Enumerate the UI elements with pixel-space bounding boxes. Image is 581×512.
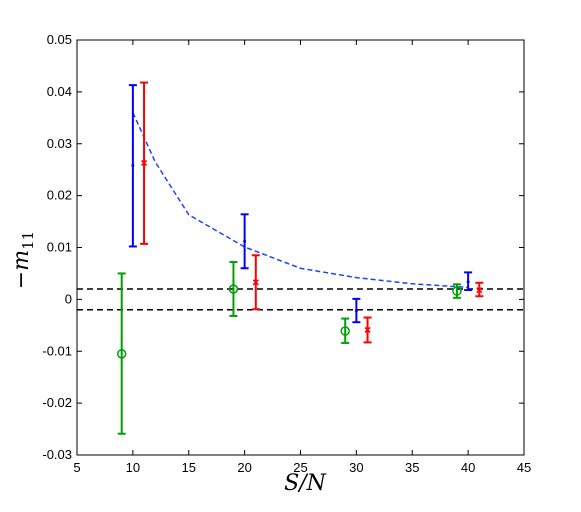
data-point <box>452 283 462 299</box>
data-point <box>464 271 473 292</box>
y-tick-label: -0.01 <box>42 343 72 358</box>
y-tick-label: 0.02 <box>47 188 72 203</box>
axes: 5 10 15 20 25 30 35 40 45 -0.03 -0.02 -0.01 0 0.01 0.0… <box>42 32 531 475</box>
x-tick-label: 45 <box>517 460 531 475</box>
data-point <box>116 272 127 435</box>
marker-dot <box>354 309 358 313</box>
y-tick-label: -0.02 <box>42 395 72 410</box>
y-tick-label: 0.01 <box>47 240 72 255</box>
marker-dot <box>243 239 247 243</box>
x-tick-label: 25 <box>293 460 307 475</box>
marker-circle <box>116 349 127 359</box>
data-point <box>228 261 239 317</box>
marker-x <box>252 279 259 286</box>
marker-circle <box>228 284 239 294</box>
marker-dot <box>466 280 470 284</box>
data-point <box>340 317 350 344</box>
x-tick-label: 35 <box>405 460 419 475</box>
marker-x <box>476 286 483 294</box>
marker-circle <box>340 326 350 336</box>
x-tick-label: 30 <box>349 460 363 475</box>
data-point <box>240 213 249 270</box>
y-tick-label: -0.03 <box>42 447 72 462</box>
marker-circle <box>452 286 462 296</box>
y-axis-title-subscript: 11 <box>19 231 37 250</box>
y-tick-label: 0.03 <box>47 136 72 151</box>
y-tick-label: 0.05 <box>47 32 72 47</box>
x-tick-label: 15 <box>182 460 196 475</box>
data-point <box>140 81 149 245</box>
plot-area <box>77 81 524 435</box>
marker-dot <box>131 164 135 168</box>
y-tick-label: 0 <box>65 291 72 306</box>
x-tick-label: 5 <box>73 460 80 475</box>
data-point <box>475 281 484 298</box>
y-tick-label: 0.04 <box>47 84 72 99</box>
data-point <box>128 84 137 248</box>
y-axis-title-main: −m <box>9 250 34 289</box>
y-axis-title: −m11 <box>9 231 37 289</box>
data-point <box>251 254 260 311</box>
data-point <box>352 297 361 324</box>
x-tick-label: 20 <box>237 460 251 475</box>
curve-line <box>132 112 469 289</box>
x-tick-label: 40 <box>461 460 475 475</box>
marker-x <box>140 159 148 167</box>
marker-x <box>364 326 371 334</box>
x-axis-title: S/N <box>284 471 326 496</box>
data-point <box>363 316 372 344</box>
x-tick-label: 10 <box>126 460 140 475</box>
